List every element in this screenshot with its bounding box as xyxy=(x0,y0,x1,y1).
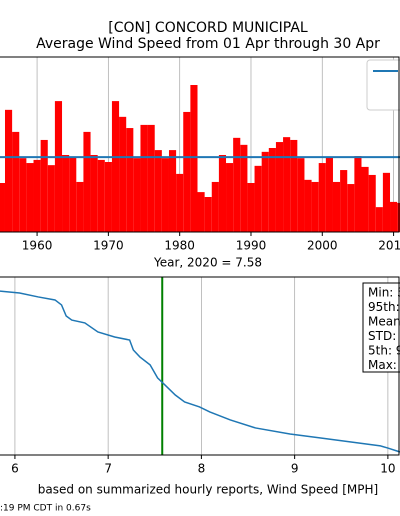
x-tick-label: 2000 xyxy=(307,239,338,253)
bar xyxy=(233,137,241,232)
bar xyxy=(190,85,198,232)
bar xyxy=(19,158,27,232)
plot-frame xyxy=(0,56,400,233)
bar xyxy=(311,181,319,232)
bar xyxy=(361,166,369,232)
bar xyxy=(147,124,155,232)
stats-text: 5th: 9 xyxy=(368,344,400,358)
bar xyxy=(375,207,383,232)
bar xyxy=(54,101,63,232)
bar xyxy=(390,201,398,232)
bar xyxy=(69,157,77,232)
bar xyxy=(275,142,284,232)
x-tick-label: 2010 xyxy=(378,239,400,253)
stats-text: 95th: xyxy=(368,300,400,314)
chart-subtitle: Average Wind Speed from 01 Apr through 3… xyxy=(36,36,380,52)
bar xyxy=(325,157,333,232)
bar xyxy=(197,192,205,232)
bar xyxy=(133,158,141,232)
bar xyxy=(33,159,41,232)
bar xyxy=(140,124,148,232)
x-axis-label: based on summarized hourly reports, Wind… xyxy=(38,483,378,497)
stats-text: Mean xyxy=(368,315,400,329)
bar xyxy=(304,179,312,232)
bar xyxy=(90,155,98,232)
plot-area xyxy=(0,277,400,455)
bar xyxy=(176,173,184,232)
bar xyxy=(254,165,262,232)
bar xyxy=(40,139,48,232)
bar xyxy=(183,111,191,232)
bar xyxy=(283,137,291,232)
chart-title: [CON] CONCORD MUNICIPAL xyxy=(108,20,308,36)
bar xyxy=(318,163,326,232)
x-tick-label: 10 xyxy=(380,462,395,476)
bar xyxy=(382,172,391,232)
bar xyxy=(12,131,20,232)
bar xyxy=(104,162,112,232)
bar xyxy=(290,139,298,232)
data-line xyxy=(0,290,400,453)
footer: :19 PM CDT in 0.67s xyxy=(0,504,91,514)
bar xyxy=(261,151,269,232)
bar xyxy=(247,183,255,232)
bar xyxy=(240,144,248,232)
legend-box xyxy=(366,59,400,111)
bar xyxy=(226,163,234,232)
bar xyxy=(119,116,127,232)
bar xyxy=(126,128,134,232)
bar xyxy=(97,159,105,232)
x-tick-label: 8 xyxy=(198,462,206,476)
bar xyxy=(62,155,70,232)
stats-box xyxy=(362,282,400,373)
bar xyxy=(332,181,341,232)
bar xyxy=(297,158,305,232)
bar xyxy=(76,181,84,232)
bar xyxy=(354,156,362,232)
stats-text: Min: 5 xyxy=(368,286,400,300)
bar xyxy=(83,131,91,232)
bar xyxy=(218,155,227,232)
x-tick-label: 9 xyxy=(291,462,299,476)
bar xyxy=(211,181,219,232)
bar xyxy=(0,183,5,232)
bar xyxy=(268,148,276,232)
x-tick-label: 1990 xyxy=(236,239,267,253)
bar xyxy=(204,197,212,232)
bar xyxy=(340,170,348,232)
bar xyxy=(368,174,376,232)
x-tick-label: 1960 xyxy=(22,239,53,253)
stats-text: STD: xyxy=(368,329,396,343)
bar xyxy=(347,184,355,232)
stats-text: Max: xyxy=(368,358,397,372)
x-tick-label: 6 xyxy=(11,462,19,476)
x-tick-label: 7 xyxy=(104,462,112,476)
bar xyxy=(111,101,120,232)
bar xyxy=(4,109,13,232)
bar xyxy=(154,150,162,232)
bar xyxy=(161,158,169,232)
x-tick-label: 1970 xyxy=(93,239,124,253)
plot-frame xyxy=(0,276,400,456)
x-axis-label: Year, 2020 = 7.58 xyxy=(153,256,262,270)
bar xyxy=(26,163,34,232)
bar xyxy=(47,165,55,232)
x-tick-label: 1980 xyxy=(164,239,195,253)
bar xyxy=(168,150,177,232)
